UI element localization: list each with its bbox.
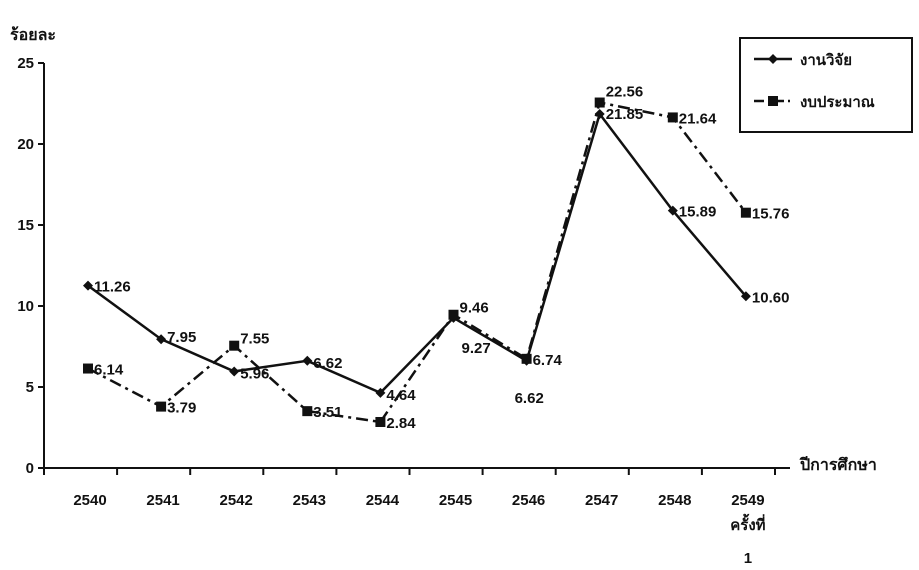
y-tick-label: 15 xyxy=(17,217,34,234)
y-tick-label: 20 xyxy=(17,136,34,153)
data-point-square xyxy=(302,406,313,417)
y-tick-label: 10 xyxy=(17,298,34,315)
legend: งานวิจัย งบประมาณ xyxy=(739,37,913,133)
data-point-square xyxy=(667,112,678,123)
data-label: 15.89 xyxy=(679,204,717,221)
data-point-square xyxy=(83,363,93,374)
x-tick-label: 2542 xyxy=(220,492,253,509)
x-tick-label: 2541 xyxy=(146,492,179,509)
data-label: 21.64 xyxy=(679,110,717,127)
legend-entry-budget: งบประมาณ xyxy=(754,94,875,111)
x-tick-label: 2549 xyxy=(731,492,764,509)
y-tick-label: 5 xyxy=(26,379,34,396)
data-point-square xyxy=(229,340,240,351)
data-label: 10.60 xyxy=(752,289,790,306)
data-point-diamond xyxy=(302,355,313,366)
x-tick-label: 2547 xyxy=(585,492,618,509)
data-point-square xyxy=(448,309,459,320)
x-tick-label: 2543 xyxy=(293,492,326,509)
data-point-square xyxy=(740,207,751,218)
data-label: 3.51 xyxy=(313,404,342,421)
data-label: 4.64 xyxy=(386,387,416,404)
data-label: 11.26 xyxy=(94,279,131,296)
data-label: 3.79 xyxy=(167,400,196,417)
x-tick-label: 2545 xyxy=(439,492,472,509)
x-tick-sublabel: ครั้งที่ xyxy=(730,513,765,534)
x-tick-label: 2540 xyxy=(73,492,106,509)
axes xyxy=(43,63,790,469)
legend-label-research: งานวิจัย xyxy=(800,51,852,69)
x-ticks: 2540 2541 2542 2543 2544 2545 2546 2547 2548 2549… xyxy=(43,468,776,567)
data-point-square xyxy=(521,353,532,364)
data-point-square xyxy=(594,97,605,108)
data-point-diamond xyxy=(156,334,167,345)
data-label: 2.84 xyxy=(386,415,416,432)
legend-label-budget: งบประมาณ xyxy=(800,94,875,111)
x-tick-label: 2546 xyxy=(512,492,545,509)
data-label: 6.74 xyxy=(533,352,563,369)
x-tick-label: 2544 xyxy=(366,492,400,509)
data-label: 9.46 xyxy=(460,300,489,317)
x-tick-label: 2548 xyxy=(658,492,691,509)
y-tick-label: 25 xyxy=(17,55,34,72)
legend-box xyxy=(739,37,913,133)
data-point-diamond xyxy=(667,205,678,216)
y-tick-label: 0 xyxy=(26,460,34,477)
data-point-square xyxy=(375,416,386,427)
legend-marker-diamond xyxy=(768,54,778,64)
x-axis-title: ปีการศึกษา xyxy=(799,455,877,474)
legend-marker-square xyxy=(768,96,778,106)
data-point-diamond xyxy=(740,291,751,302)
data-label: 21.85 xyxy=(606,106,644,123)
data-point-diamond xyxy=(594,109,605,120)
data-label: 5.96 xyxy=(240,365,269,382)
data-label: 7.95 xyxy=(167,329,196,346)
data-point-diamond xyxy=(83,280,93,291)
y-ticks: 0 5 10 15 20 25 xyxy=(17,55,44,477)
data-label: 6.14 xyxy=(94,362,124,379)
data-label: 22.56 xyxy=(606,84,644,101)
data-label: 6.62 xyxy=(515,390,544,407)
data-labels: 11.26 7.95 5.96 6.62 4.64 9.27 6.62 21.85 15.89 1… xyxy=(94,84,789,432)
x-tick-sublabel-2: 1 xyxy=(744,550,752,567)
series-line xyxy=(87,111,747,395)
y-axis-title: ร้อยละ xyxy=(10,26,56,44)
data-point-diamond xyxy=(229,366,240,377)
data-label: 7.55 xyxy=(240,331,269,348)
series-line xyxy=(87,101,747,424)
data-label: 6.62 xyxy=(313,355,342,372)
data-label: 9.27 xyxy=(462,340,491,357)
series-layer xyxy=(83,97,751,427)
series-budget xyxy=(83,97,751,427)
data-label: 15.76 xyxy=(752,206,790,223)
data-point-square xyxy=(156,401,167,412)
series-research xyxy=(83,109,751,398)
legend-entry-research: งานวิจัย xyxy=(754,51,852,69)
data-point-diamond xyxy=(375,387,386,398)
